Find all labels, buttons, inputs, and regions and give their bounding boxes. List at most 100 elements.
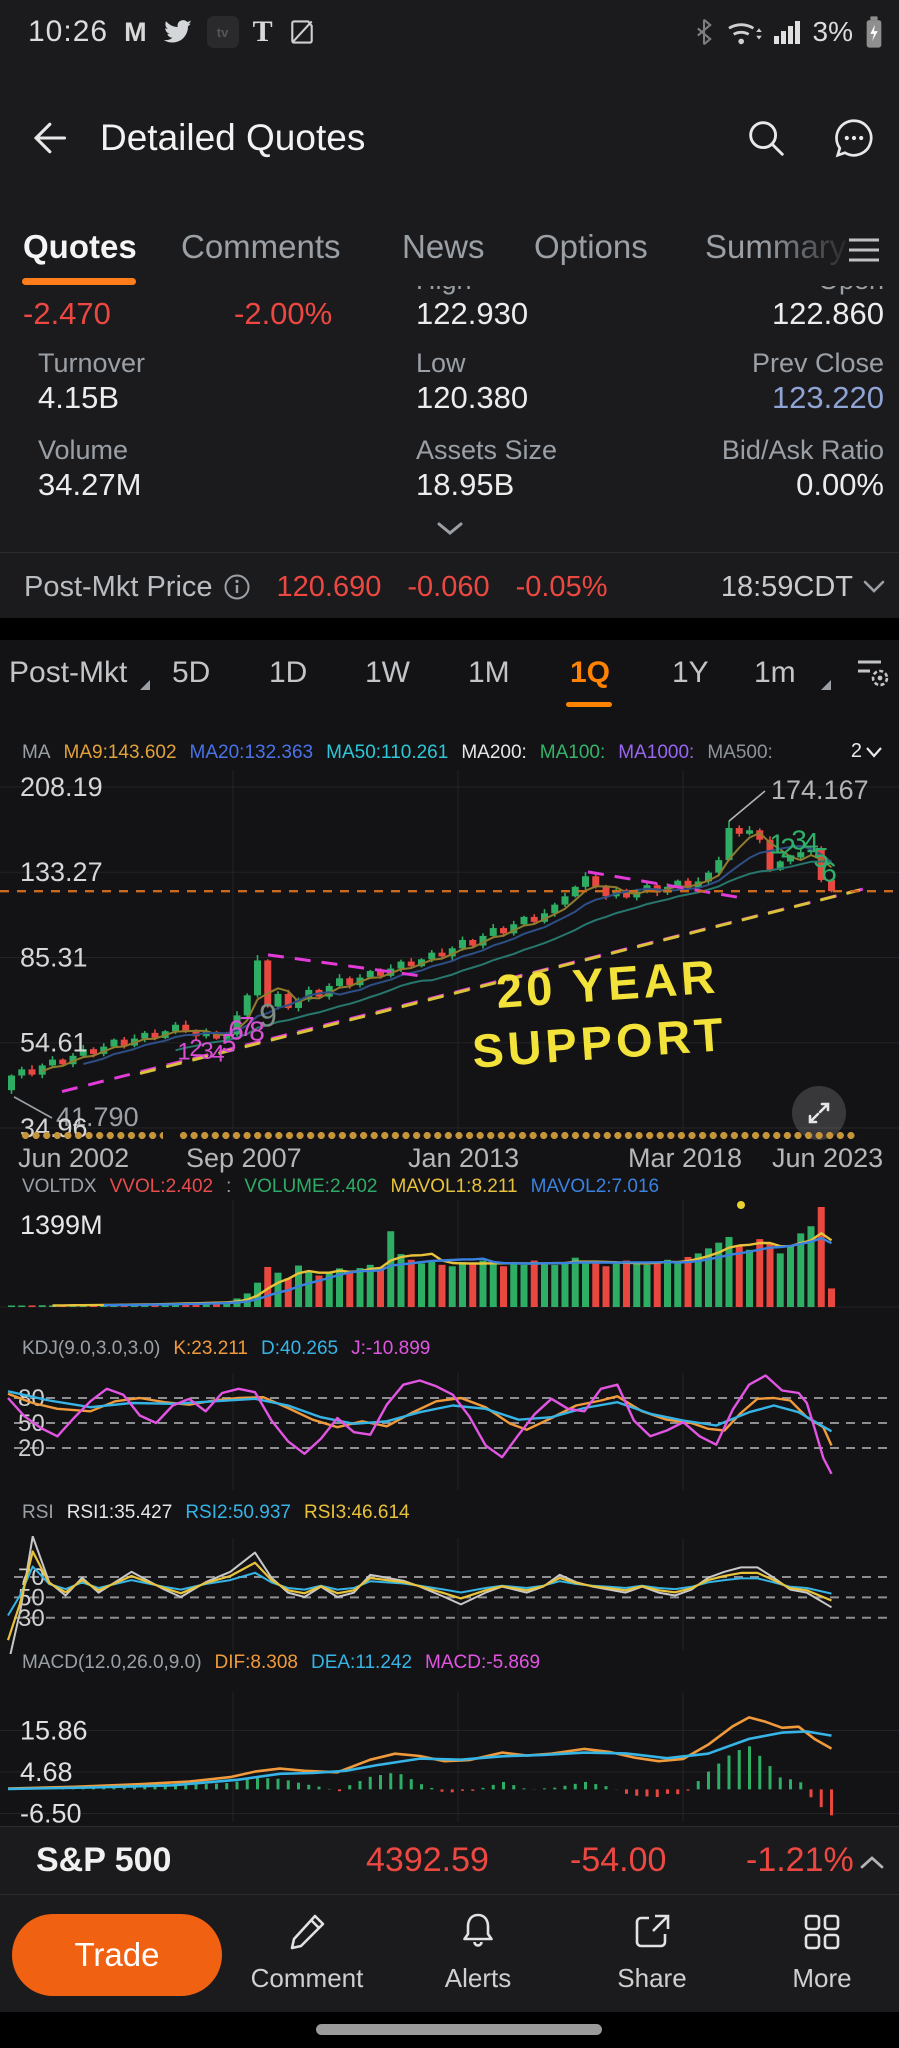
share-icon xyxy=(635,1914,670,1948)
x-tick-jun-2023: Jun 2023 xyxy=(772,1143,884,1173)
macd-indicator-row[interactable]: MACD(12.0,26.0,9.0) DIF:8.308 DEA:11.242 MA… xyxy=(22,1652,541,1673)
more-chat-icon[interactable] xyxy=(831,115,877,161)
chart-count-selector[interactable]: 2 xyxy=(851,740,883,763)
chart-label: 1 xyxy=(177,1039,190,1066)
nav-share[interactable]: Share xyxy=(592,1909,712,1994)
chart-label: 208.19 xyxy=(20,772,103,802)
chart-label: 4.68 xyxy=(20,1757,73,1787)
period-minute-dropdown-triangle xyxy=(821,680,831,690)
tab-comments[interactable]: Comments xyxy=(181,228,341,265)
turnover-value: 4.15B xyxy=(38,380,120,415)
back-icon[interactable] xyxy=(26,116,70,160)
x-tick-jan-2013: Jan 2013 xyxy=(408,1143,520,1173)
period-1d[interactable]: 1D xyxy=(269,656,308,689)
chart-label: 1 xyxy=(769,829,785,860)
chart-label: -6.50 xyxy=(20,1798,82,1826)
nav-comment[interactable]: Comment xyxy=(247,1909,367,1994)
tab-news[interactable]: News xyxy=(402,228,485,265)
change-value: -2.470 xyxy=(23,296,111,331)
chart-label: 54.61 xyxy=(20,1028,88,1058)
chart-label: 6 xyxy=(821,856,837,887)
period-1m-month[interactable]: 1M xyxy=(468,656,510,689)
index-change: -54.00 xyxy=(570,1841,667,1879)
index-summary-bar[interactable]: S&P 500 4392.59 -54.00 -1.21% xyxy=(0,1826,899,1894)
period-1m-minute[interactable]: 1m xyxy=(754,656,796,689)
tab-summary[interactable]: Summary xyxy=(705,228,855,266)
tab-overflow-menu-icon[interactable] xyxy=(845,234,883,266)
post-market-row: Post-Mkt Price 120.690 -0.060 -0.05% 18:… xyxy=(0,558,899,616)
search-icon[interactable] xyxy=(743,115,789,161)
post-market-change-pct: -0.05% xyxy=(515,570,608,603)
chart-label: 7 xyxy=(239,1011,255,1042)
volume-indicator-row[interactable]: VOLTDX VVOL:2.402: VOLUME:2.402 MAVOL1:8.21… xyxy=(22,1176,660,1197)
blocked-notification-icon xyxy=(290,20,313,44)
chart-label: 6 xyxy=(228,1015,244,1046)
chart-label: 8 xyxy=(249,1015,265,1046)
home-indicator[interactable] xyxy=(316,2024,602,2035)
trade-button[interactable]: Trade xyxy=(12,1914,222,1996)
gesture-area xyxy=(0,2012,899,2048)
chart-label: 133.27 xyxy=(20,857,103,887)
post-market-label: Post-Mkt Price xyxy=(24,570,213,603)
prev-close-value: 123.220 xyxy=(771,380,884,415)
volume-label: Volume xyxy=(38,435,129,465)
tab-bar: Quotes Comments News Options Summary xyxy=(0,222,899,286)
battery-percent: 3% xyxy=(812,16,853,47)
assets-size-label: Assets Size xyxy=(416,435,558,465)
open-value: 122.860 xyxy=(771,296,884,331)
index-name: S&P 500 xyxy=(36,1841,172,1879)
chart-count-chevron-icon xyxy=(866,746,882,758)
index-expand-chevron-icon[interactable] xyxy=(858,1853,886,1871)
period-1q[interactable]: 1Q xyxy=(570,656,611,689)
post-market-price: 120.690 xyxy=(276,570,382,603)
x-tick-jun-2002: Jun 2002 xyxy=(18,1143,130,1173)
prev-close-label: Prev Close xyxy=(751,348,884,378)
chart-label: 30 xyxy=(18,1605,45,1632)
period-tab-bar: Post-Mkt 5D 1D 1W 1M 1Q 1Y 1m xyxy=(0,640,899,714)
period-1y[interactable]: 1Y xyxy=(672,656,709,689)
macd-chart[interactable]: 15.86 4.68 -6.50 xyxy=(0,1690,899,1826)
low-value: 120.380 xyxy=(416,380,529,415)
x-tick-sep-2007: Sep 2007 xyxy=(186,1143,302,1173)
status-bar: 10:26 M tv T xyxy=(0,0,899,64)
nav-alerts[interactable]: Alerts xyxy=(418,1909,538,1994)
rsi-indicator-row[interactable]: RSI RSI1:35.427 RSI2:50.937 RSI3:46.614 xyxy=(22,1502,410,1523)
period-5d[interactable]: 5D xyxy=(172,656,211,689)
active-tab-indicator xyxy=(22,278,136,285)
chart-label: 4 xyxy=(211,1041,224,1068)
tab-options[interactable]: Options xyxy=(534,228,648,265)
chart-label: 3 xyxy=(200,1038,213,1065)
period-post-mkt[interactable]: Post-Mkt xyxy=(9,656,128,689)
active-period-indicator xyxy=(566,702,612,707)
period-1w[interactable]: 1W xyxy=(365,656,410,689)
high-value: 122.930 xyxy=(416,296,529,331)
twitter-notification-icon xyxy=(163,19,192,43)
page-header: Detailed Quotes xyxy=(0,92,899,184)
index-change-pct: -1.21% xyxy=(746,1841,854,1879)
ma-indicator-row[interactable]: MA MA9:143.602 MA20:132.363 MA50:110.261 MA2… xyxy=(22,742,773,763)
wifi-icon xyxy=(727,23,762,45)
info-icon[interactable] xyxy=(223,573,251,601)
period-dropdown-triangle xyxy=(140,680,150,690)
tab-quotes[interactable]: Quotes xyxy=(23,228,137,265)
collapse-chevron-icon[interactable] xyxy=(435,520,465,538)
time-dropdown-chevron-icon[interactable] xyxy=(861,579,887,595)
top-background xyxy=(0,0,899,618)
battery-charging-icon xyxy=(866,16,882,48)
event-dots-left xyxy=(20,1128,163,1143)
bottom-nav: Trade Comment Alerts Share xyxy=(0,1894,899,2013)
clipped-high-label: High xyxy=(416,286,616,296)
bid-ask-ratio-value: 0.00% xyxy=(796,467,884,502)
nav-more[interactable]: More xyxy=(762,1909,882,1994)
volume-chart[interactable]: 1399M xyxy=(0,1196,899,1314)
chart-label: 2 xyxy=(189,1035,202,1062)
indicator-settings-icon[interactable] xyxy=(855,654,891,690)
post-market-time: 18:59CDT xyxy=(720,570,853,603)
candlestick-chart[interactable]: 12345678912345641.790174.167208.19133.27… xyxy=(0,768,899,1143)
divider xyxy=(0,552,899,553)
chart-label: 3 xyxy=(791,825,807,856)
kdj-indicator-row[interactable]: KDJ(9.0,3.0,3.0) K:23.211 D:40.265 J:-10.89… xyxy=(22,1338,431,1359)
